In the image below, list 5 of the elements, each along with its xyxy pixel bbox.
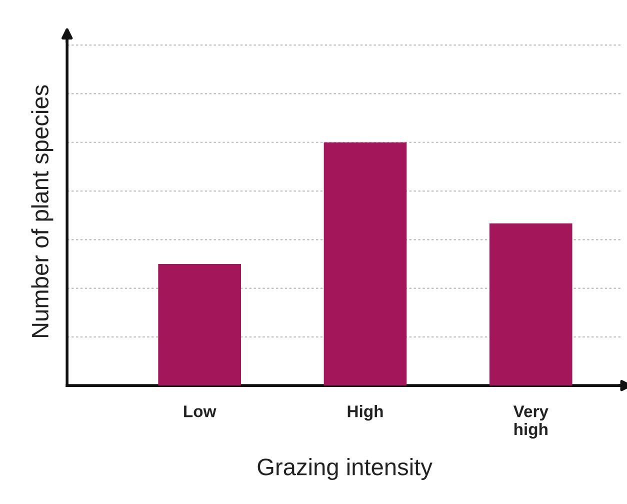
x-tick-label: Low — [184, 406, 216, 418]
x-tick-label: High — [348, 405, 383, 421]
x-axis-title: Grazing intensity — [258, 458, 432, 480]
y-axis-title: Number of plant species — [31, 85, 54, 338]
x-tick-label: Very high — [513, 406, 548, 439]
